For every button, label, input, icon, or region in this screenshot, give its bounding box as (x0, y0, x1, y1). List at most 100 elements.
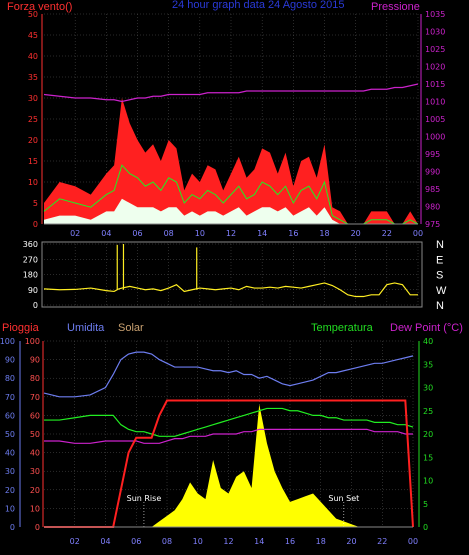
chart-title: 24 hour graph data 24 Agosto 2015 (172, 0, 344, 11)
pressure-axis-label: Pressione (371, 1, 420, 13)
humidity-left-tick-label: 70 (5, 393, 15, 402)
rain-tick-label: 90 (30, 356, 40, 365)
x-tick-label: 20 (346, 537, 356, 546)
wind-tick-label: 50 (28, 10, 38, 19)
humidity-line (43, 351, 414, 398)
wind-tick-label: 0 (33, 220, 38, 229)
temperature-tick-label: 20 (423, 430, 433, 439)
pressure-tick-label: 1010 (425, 98, 445, 107)
rain-tick-label: 30 (30, 467, 40, 476)
rain-tick-label: 80 (30, 374, 40, 383)
compass-tick-label: W (436, 285, 447, 297)
temperature-tick-label: 5 (423, 500, 428, 509)
temperature-tick-label: 30 (423, 384, 433, 393)
humidity-left-tick-label: 60 (5, 411, 15, 420)
x-tick-label: 18 (319, 229, 329, 238)
temperature-tick-label: 10 (423, 477, 433, 486)
pressure-tick-label: 1030 (425, 28, 445, 37)
x-tick-label: 06 (132, 229, 142, 238)
dew-point-line (44, 428, 413, 444)
rain-line (44, 399, 414, 528)
x-tick-label: 02 (70, 537, 80, 546)
x-tick-label: 12 (226, 229, 236, 238)
humidity-axis-label: Umidita (67, 322, 105, 334)
pressure-line (43, 83, 419, 103)
solar-area (44, 404, 413, 527)
direction-frame (41, 241, 423, 308)
rain-tick-label: 50 (30, 430, 40, 439)
humidity-left-tick-label: 80 (5, 374, 15, 383)
rain-tick-label: 20 (30, 486, 40, 495)
pressure-tick-label: 985 (425, 185, 440, 194)
rain-tick-label: 60 (30, 411, 40, 420)
humidity-left-tick-label: 90 (5, 356, 15, 365)
humidity-left-tick-label: 50 (5, 430, 15, 439)
wind-tick-label: 25 (28, 115, 38, 124)
temperature-tick-label: 0 (423, 523, 428, 532)
x-tick-label: 06 (131, 537, 141, 546)
x-tick-label: 10 (195, 229, 205, 238)
wind-tick-label: 15 (28, 157, 38, 166)
direction-tick-label: 0 (33, 301, 38, 310)
pressure-tick-label: 1005 (425, 115, 445, 124)
rain-tick-label: 100 (25, 337, 40, 346)
sunrise-label: Sun Rise (127, 494, 162, 503)
pressure-tick-label: 1000 (425, 133, 445, 142)
temperature-tick-label: 40 (423, 337, 433, 346)
temperature-line (44, 407, 414, 437)
temperature-tick-label: 15 (423, 453, 433, 462)
x-tick-label: 12 (223, 537, 233, 546)
pressure-tick-label: 1020 (425, 63, 445, 72)
rain-tick-label: 10 (30, 504, 40, 513)
temperature-tick-label: 35 (423, 360, 433, 369)
x-tick-label: 14 (257, 229, 267, 238)
temperature-axis-label: Temperatura (311, 322, 374, 334)
compass-tick-label: E (436, 254, 443, 266)
x-tick-label: 16 (285, 537, 295, 546)
x-tick-label: 08 (164, 229, 174, 238)
rain-tick-label: 40 (30, 449, 40, 458)
wind-tick-label: 35 (28, 73, 38, 82)
x-tick-label: 00 (408, 537, 418, 546)
dew-point-axis-label: Dew Point (°C) (390, 322, 463, 334)
wind-tick-label: 5 (33, 199, 38, 208)
x-tick-label: 22 (377, 537, 387, 546)
humidity-left-tick-label: 30 (5, 467, 15, 476)
pressure-tick-label: 995 (425, 150, 440, 159)
wind-tick-label: 40 (28, 52, 38, 61)
x-tick-label: 16 (288, 229, 298, 238)
x-tick-label: 08 (162, 537, 172, 546)
wind-tick-label: 10 (28, 178, 38, 187)
wind-axis-label: Forza vento() (7, 1, 72, 13)
wind-tick-label: 30 (28, 94, 38, 103)
x-tick-label: 00 (413, 229, 423, 238)
humidity-left-tick-label: 20 (5, 486, 15, 495)
x-tick-label: 04 (100, 537, 110, 546)
x-tick-label: 22 (382, 229, 392, 238)
humidity-left-tick-label: 100 (0, 337, 15, 346)
x-tick-label: 20 (351, 229, 361, 238)
x-tick-label: 04 (101, 229, 111, 238)
pressure-tick-label: 980 (425, 203, 440, 212)
wind-min-area (44, 198, 418, 224)
rain-tick-label: 70 (30, 393, 40, 402)
humidity-left-tick-label: 40 (5, 449, 15, 458)
pressure-tick-label: 1015 (425, 80, 445, 89)
x-tick-label: 18 (316, 537, 326, 546)
rain-tick-label: 0 (35, 523, 40, 532)
direction-tick-label: 180 (23, 271, 38, 280)
wind-gust-area (44, 98, 418, 224)
pressure-tick-label: 1025 (425, 45, 445, 54)
sunset-label: Sun Set (328, 494, 359, 503)
direction-tick-label: 360 (23, 240, 38, 249)
solar-axis-label: Solar (118, 322, 144, 334)
humidity-left-tick-label: 10 (5, 504, 15, 513)
temperature-tick-label: 25 (423, 407, 433, 416)
direction-tick-label: 270 (23, 255, 38, 264)
direction-tick-label: 90 (28, 286, 38, 295)
pressure-tick-label: 975 (425, 220, 440, 229)
x-tick-label: 14 (254, 537, 264, 546)
humidity-left-tick-label: 0 (10, 523, 15, 532)
pressure-tick-label: 990 (425, 168, 440, 177)
